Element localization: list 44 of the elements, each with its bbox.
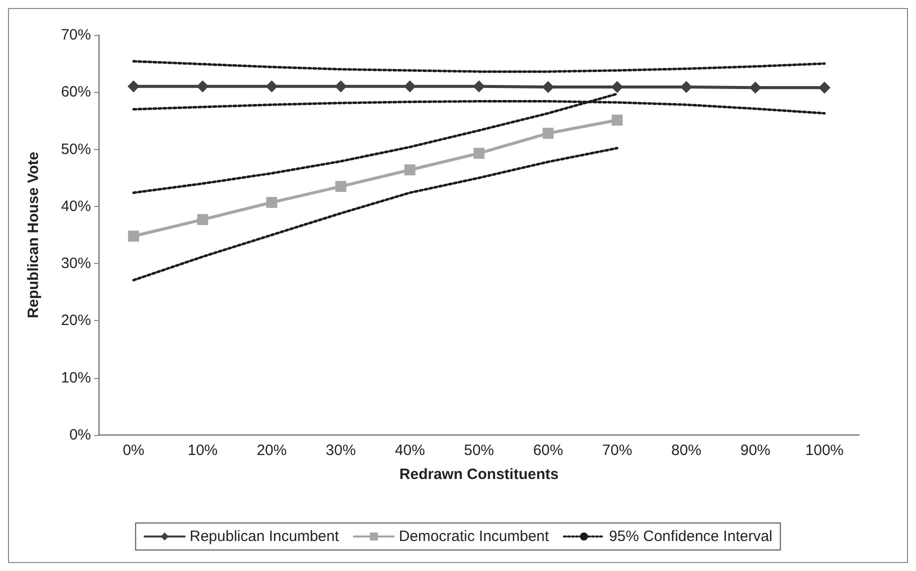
point <box>612 114 623 126</box>
legend-label: 95% Confidence Interval <box>608 528 772 545</box>
y-tick-label: 0% <box>69 426 91 444</box>
x-axis-title: Redrawn Constituents <box>399 466 559 483</box>
point <box>404 80 416 92</box>
point <box>749 82 762 94</box>
x-tick-label: 50% <box>464 442 494 459</box>
y-tick-label: 70% <box>60 26 91 44</box>
point <box>334 80 347 92</box>
legend-label: Republican Incumbent <box>190 528 340 545</box>
point <box>196 80 209 92</box>
x-tick-label: 20% <box>256 442 287 459</box>
point <box>818 82 830 94</box>
legend-label: Democratic Incumbent <box>398 528 550 545</box>
point <box>611 81 624 93</box>
y-axis-title: Republican House Vote <box>25 152 42 318</box>
x-tick-label: 60% <box>533 442 564 459</box>
point <box>266 196 278 208</box>
point <box>128 80 140 92</box>
y-tick-label: 10% <box>60 369 91 386</box>
point <box>404 164 416 176</box>
x-tick-label: 10% <box>188 442 218 459</box>
y-tick-label: 30% <box>60 255 91 272</box>
line-series <box>132 60 826 73</box>
point <box>128 230 140 242</box>
x-tick-label: 70% <box>602 442 632 459</box>
x-tick-label: 40% <box>394 442 425 459</box>
point <box>197 214 208 226</box>
y-tick-label: 60% <box>60 84 91 101</box>
x-tick-label: 80% <box>671 442 702 459</box>
x-tick-label: 30% <box>326 442 356 459</box>
point <box>473 80 485 92</box>
point <box>335 180 346 192</box>
y-tick-label: 50% <box>60 140 91 158</box>
x-tick-label: 0% <box>122 442 144 459</box>
point <box>266 80 278 92</box>
point <box>680 81 692 93</box>
y-tick-label: 20% <box>60 312 91 330</box>
line-series <box>132 146 618 282</box>
point <box>542 128 554 139</box>
y-tick-label: 40% <box>60 198 91 215</box>
point <box>474 148 484 159</box>
x-tick-label: 90% <box>740 442 770 459</box>
x-tick-label: 100% <box>805 442 844 459</box>
